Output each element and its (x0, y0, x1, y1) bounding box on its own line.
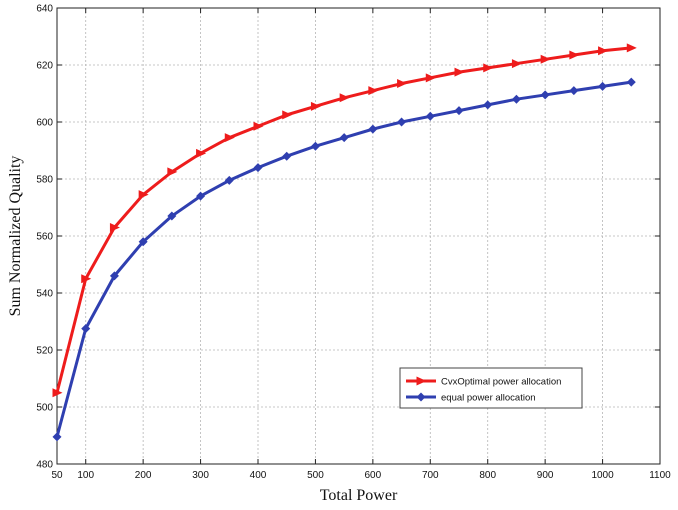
data-point (196, 148, 207, 158)
data-point (339, 133, 349, 143)
data-point (52, 388, 63, 398)
data-point (425, 73, 436, 83)
x-tick-label: 100 (77, 470, 94, 481)
data-point (598, 81, 608, 91)
y-tick-label: 540 (36, 289, 53, 300)
y-tick-label: 480 (36, 460, 53, 471)
data-point (569, 50, 580, 60)
x-tick-label: 200 (135, 470, 152, 481)
x-tick-label: 50 (51, 470, 63, 481)
data-point (626, 77, 636, 87)
series-equal-power (52, 77, 636, 442)
y-axis-ticks: 480 500 520 540 560 580 600 620 640 (36, 4, 660, 471)
legend-marker (416, 376, 427, 386)
y-axis-label: Sum Normalized Quality (7, 156, 24, 317)
data-point (109, 271, 119, 281)
data-point (598, 46, 609, 56)
x-tick-label: 400 (250, 470, 267, 481)
series-cvxoptimal (52, 43, 637, 398)
data-point (310, 101, 321, 111)
data-point (540, 54, 551, 64)
data-point (569, 86, 579, 96)
data-point (52, 432, 62, 442)
data-point (109, 222, 120, 232)
data-point (339, 93, 350, 103)
y-tick-label: 500 (36, 403, 53, 414)
data-point (253, 163, 263, 173)
data-point (397, 79, 408, 89)
data-point (483, 100, 493, 110)
data-point (224, 133, 235, 143)
y-tick-label: 600 (36, 118, 53, 129)
data-point (368, 86, 379, 96)
legend-marker (416, 392, 426, 402)
grid-lines (57, 8, 660, 464)
data-point (282, 151, 292, 161)
x-tick-label: 500 (307, 470, 324, 481)
data-point (454, 106, 464, 116)
data-point (425, 111, 435, 121)
data-point (196, 191, 206, 201)
y-tick-label: 560 (36, 232, 53, 243)
data-point (454, 67, 465, 77)
x-tick-label: 1100 (649, 470, 671, 481)
x-tick-label: 600 (365, 470, 382, 481)
x-tick-label: 800 (479, 470, 496, 481)
x-axis-ticks: 50 100 200 300 400 500 600 700 800 900 1000 1100 (51, 8, 671, 481)
legend-box (399, 367, 583, 409)
y-tick-label: 520 (36, 346, 53, 357)
data-point (81, 274, 92, 284)
legend-label: CvxOptimal power allocation (441, 377, 561, 388)
data-point (511, 94, 521, 104)
data-point (282, 110, 293, 120)
x-tick-label: 300 (192, 470, 209, 481)
data-point (138, 237, 148, 247)
legend: CvxOptimal power allocation equal power a… (399, 367, 583, 409)
series-layer (52, 43, 637, 442)
data-point (138, 190, 149, 200)
data-point (81, 324, 91, 334)
data-point (626, 43, 637, 53)
data-point (167, 211, 177, 221)
data-point (368, 124, 378, 134)
y-tick-label: 640 (36, 4, 53, 15)
y-tick-label: 620 (36, 61, 53, 72)
legend-label: equal power allocation (441, 393, 536, 404)
data-point (310, 141, 320, 151)
data-point (167, 167, 178, 177)
data-point (540, 90, 550, 100)
x-tick-label: 1000 (591, 470, 614, 481)
data-point (511, 59, 522, 69)
y-tick-label: 580 (36, 175, 53, 186)
data-point (397, 117, 407, 127)
x-axis-label: Total Power (320, 487, 398, 504)
x-tick-label: 900 (537, 470, 554, 481)
data-point (483, 63, 494, 73)
data-point (224, 175, 234, 185)
x-tick-label: 700 (422, 470, 439, 481)
data-point (253, 121, 264, 131)
